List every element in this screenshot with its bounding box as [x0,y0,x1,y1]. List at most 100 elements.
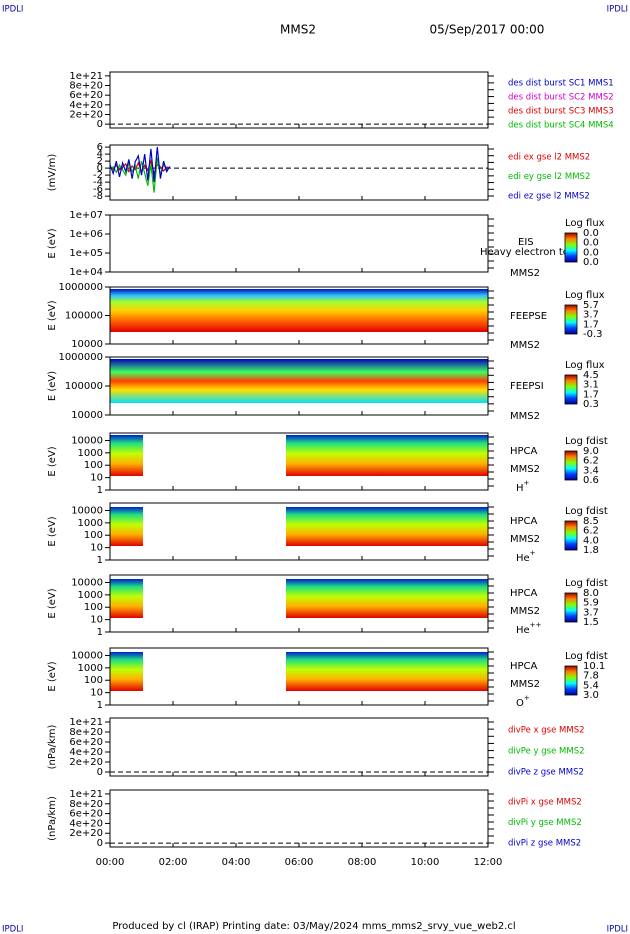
spectrogram-image [286,507,488,546]
instrument-label: HPCA [510,446,538,457]
y-tick-label: 10 [90,615,103,626]
y-tick-label: 1000 [78,590,103,601]
spectrogram-image [110,652,143,691]
y-tick-label: 6 [97,142,103,153]
y-tick-label: 2 [97,156,103,167]
colorbar-label: 3.0 [583,690,599,701]
y-tick-label: 0 [97,163,103,174]
x-tick-label: 06:00 [285,857,314,868]
colorbar-title: Log flux [565,360,605,371]
instrument-label: HPCA [510,661,538,672]
spectrogram-image [286,652,488,691]
legend-entry: des dist burst SC4 MMS4 [508,121,614,131]
y-tick-label: 10000 [71,410,103,421]
colorbar-label: 0.0 [583,228,599,239]
colorbar-label: 10.1 [583,661,605,672]
colorbar [564,232,578,263]
legend-entry: divPi y gse MMS2 [508,818,582,828]
y-tick-label: 4 [97,149,103,160]
y-tick-label: 1e+07 [69,210,103,221]
spectrogram-image [286,579,488,618]
y-axis-label: E (eV) [47,371,58,401]
y-tick-label: 1e+05 [69,248,103,259]
plot-frame [109,214,489,273]
y-tick-label: 1 [97,627,103,638]
colorbar [564,450,578,481]
species-base: He [516,625,530,636]
colorbar [564,520,578,551]
plot-frame [109,789,489,848]
spectrogram-image [110,289,488,332]
species-charge: + [530,549,536,557]
colorbar-title: Log flux [565,218,605,229]
y-tick-label: 1000000 [58,352,103,363]
instrument-label: FEEPSI [510,381,544,392]
legend-entry: edi ey gse l2 MMS2 [508,172,590,182]
y-axis-label: E (eV) [47,516,58,546]
y-tick-label: 1000 [78,663,103,674]
plot-frame [109,717,489,777]
y-tick-label: -6 [93,184,103,195]
legend-entry: des dist burst SC1 MMS1 [508,79,614,89]
legend-entry: divPi x gse MMS2 [508,798,582,808]
y-tick-label: 100 [84,675,103,686]
y-axis-label: E (eV) [47,661,58,691]
corner-label: IPDLI [2,925,23,934]
y-tick-label: 100000 [65,311,103,322]
y-axis-label: E (eV) [47,588,58,618]
colorbar-label: 3.7 [583,310,599,321]
y-tick-label: 2e+20 [69,109,103,120]
y-tick-label: 0 [97,119,103,130]
colorbar-label: -0.3 [583,329,603,340]
colorbar-label: 0.6 [583,475,599,486]
legend-entry: divPi z gse MMS2 [508,839,581,849]
footer: Produced by cl (IRAP) Printing date: 03/… [112,921,515,932]
y-tick-label: 1e+06 [69,229,103,240]
colorbar-label: 1.7 [583,319,599,330]
x-tick-label: 02:00 [159,857,188,868]
colorbar-label: 0.0 [583,257,599,268]
y-tick-label: 100 [84,530,103,541]
y-tick-label: 1000 [78,518,103,529]
y-tick-label: 1e+04 [69,267,103,278]
legend-entry: edi ez gse l2 MMS2 [508,192,590,202]
species-label: O+ [516,694,530,709]
y-tick-label: -2 [93,170,103,181]
colorbar-title: Log fdist [565,578,608,589]
instrument-label: HPCA [510,588,538,599]
colorbar-title: Log fdist [565,436,608,447]
colorbar [564,374,578,405]
species-charge: + [524,479,530,487]
colorbar-label: 7.8 [583,671,599,682]
colorbar-label: 3.7 [583,607,599,618]
y-tick-label: 2e+20 [69,757,103,768]
colorbar-label: 5.4 [583,680,599,691]
data-line [109,147,171,183]
y-tick-label: 6e+20 [69,737,103,748]
colorbar-label: 4.0 [583,535,599,546]
instrument-label: MMS2 [510,534,540,545]
y-tick-label: 1e+21 [69,717,103,728]
species-base: O [516,698,524,709]
legend-entry: des dist burst SC2 MMS2 [508,93,614,103]
y-axis-label: E (eV) [47,446,58,476]
y-tick-label: 0 [97,767,103,778]
colorbar-label: 6.2 [583,526,599,537]
instrument-label: MMS2 [510,606,540,617]
spectrogram-image [110,435,143,476]
instrument-label: MMS2 [510,679,540,690]
corner-label: IPDLI [607,5,628,15]
legend-entry: des dist burst SC3 MMS3 [508,107,614,117]
y-tick-label: 100 [84,602,103,613]
y-axis-label: (mV/m) [47,154,58,192]
y-axis-label: E (eV) [47,228,58,258]
y-tick-label: 0 [97,838,103,849]
colorbar-title: Log fdist [565,506,608,517]
colorbar-label: 8.0 [583,588,599,599]
instrument-label: MMS2 [510,411,540,422]
title: MMS2 [280,23,316,37]
instrument-label: MMS2 [510,268,540,279]
spectrogram-image [110,507,143,546]
y-tick-label: 8e+20 [69,727,103,738]
